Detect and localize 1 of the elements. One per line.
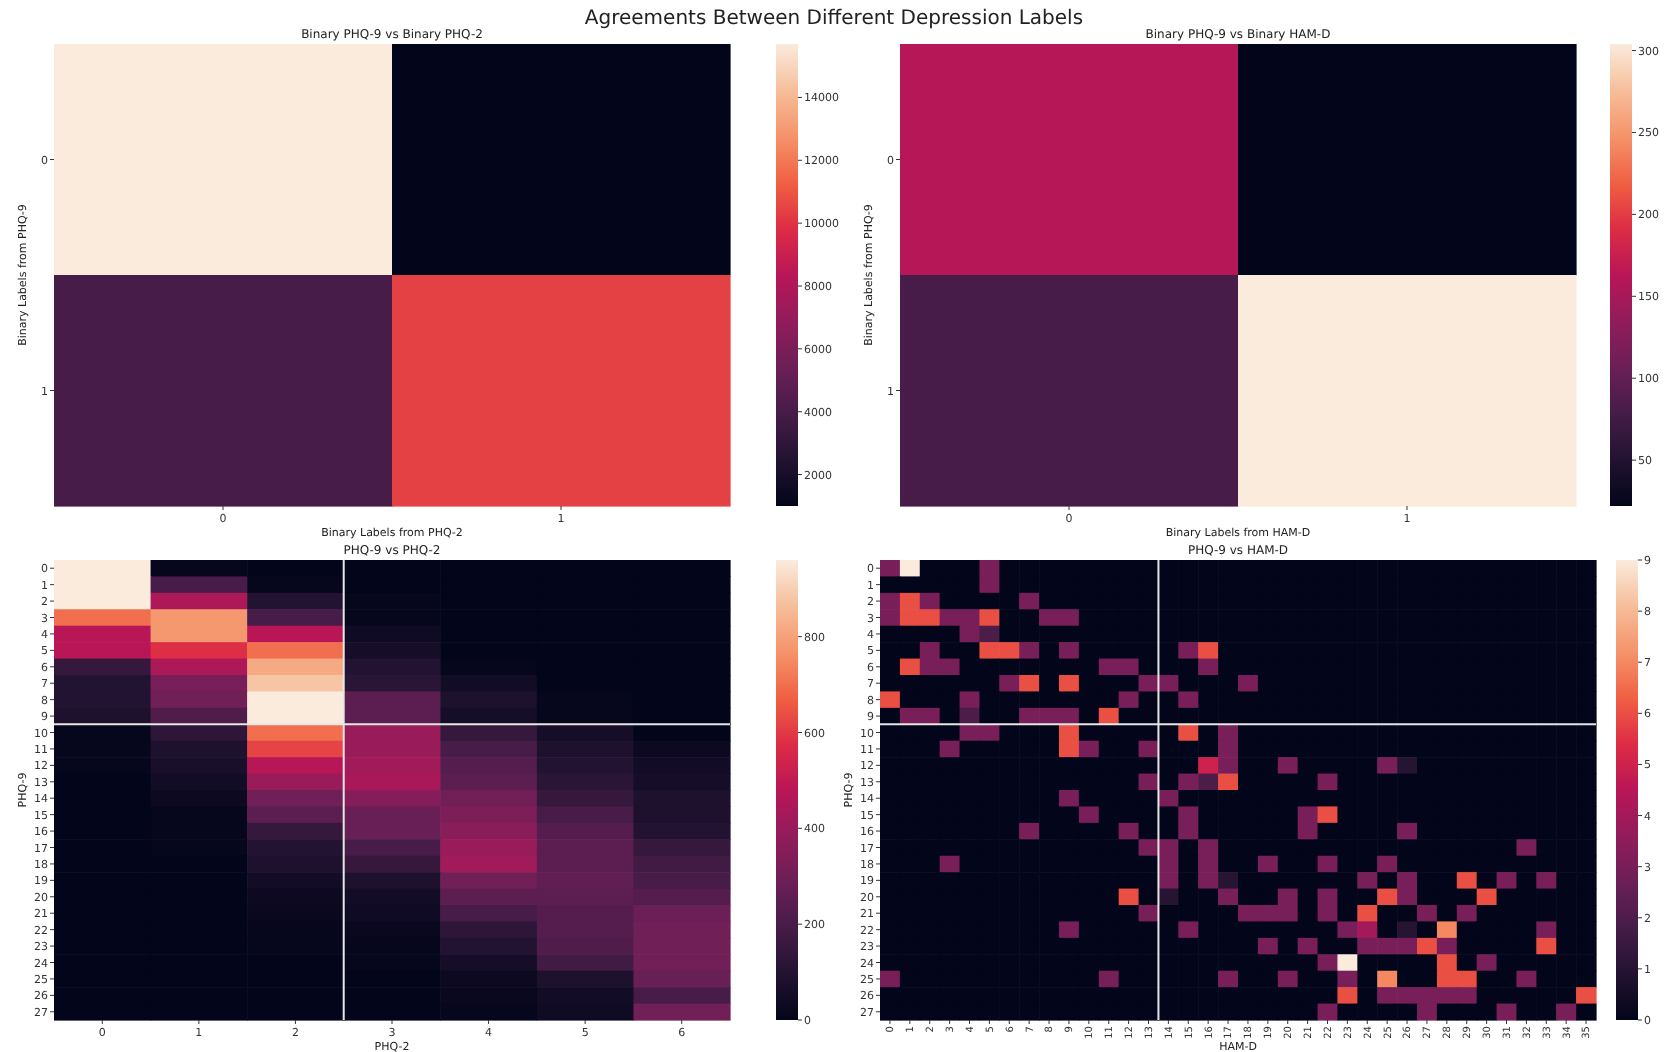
text: Agreements Between Different Depression Labels (584, 8, 1084, 30)
